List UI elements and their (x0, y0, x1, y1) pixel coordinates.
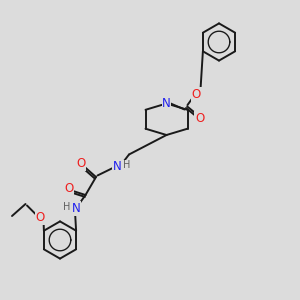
Text: O: O (76, 157, 85, 170)
Text: H: H (63, 202, 70, 212)
Text: N: N (162, 97, 171, 110)
Text: N: N (112, 160, 122, 173)
Text: H: H (123, 160, 130, 170)
Text: O: O (192, 88, 201, 101)
Text: O: O (36, 211, 45, 224)
Text: O: O (64, 182, 74, 196)
Text: O: O (195, 112, 204, 125)
Text: N: N (72, 202, 81, 215)
